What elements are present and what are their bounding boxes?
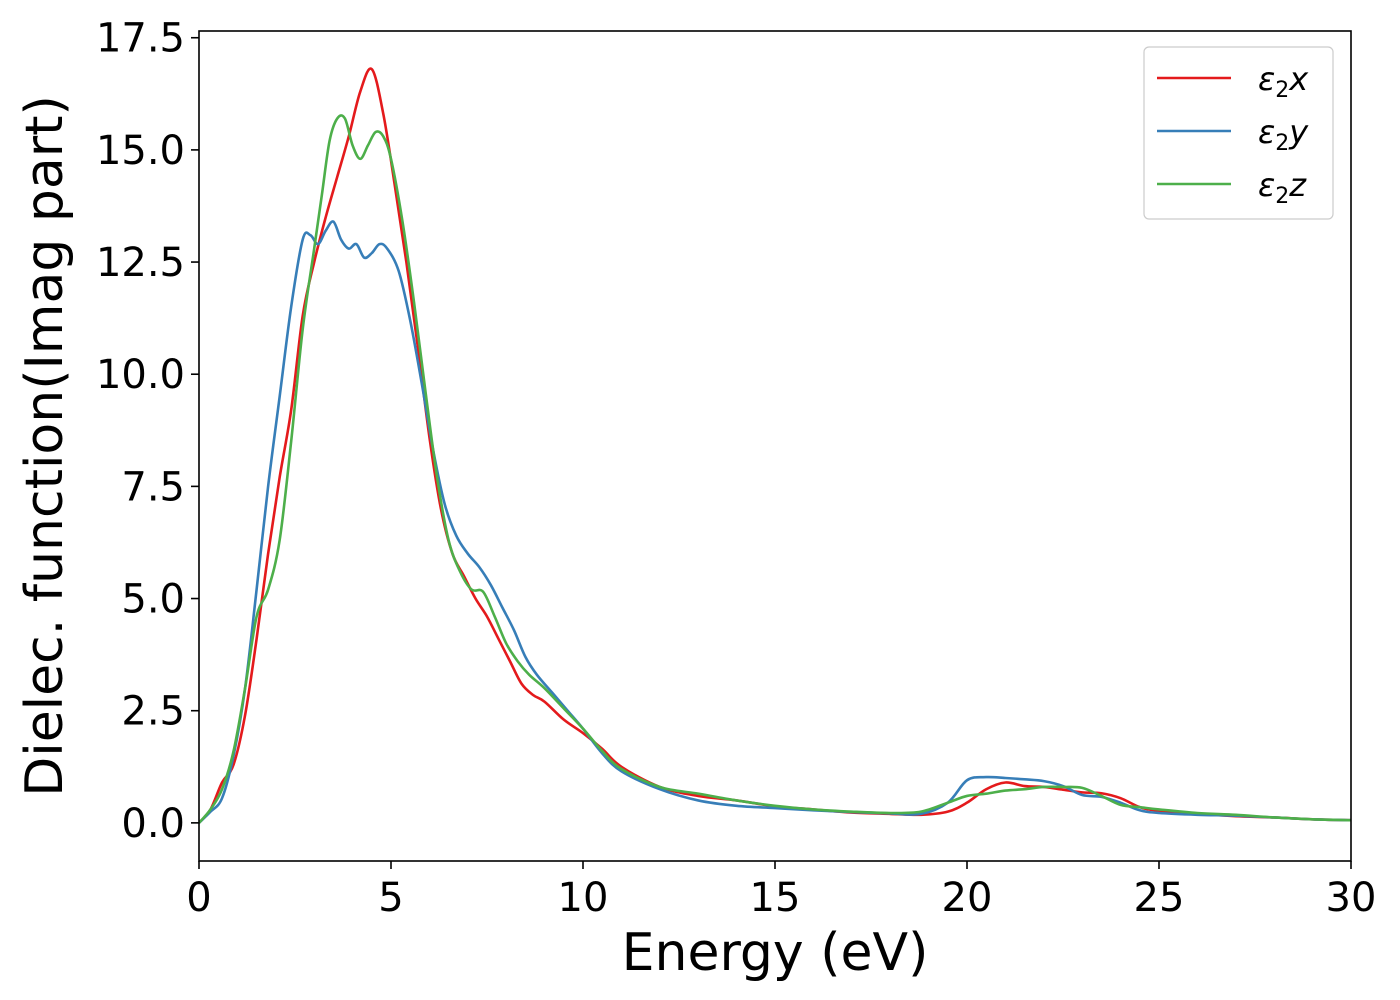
y-axis-ticks: 0.0 2.5 5.0 7.5 10.0 12.5 15.0 17.5 xyxy=(96,16,199,847)
y-tick-label: 12.5 xyxy=(96,240,185,286)
x-axis-ticks: 0 5 10 15 20 25 30 xyxy=(186,861,1376,921)
legend: ε2x ε2y ε2z xyxy=(1143,46,1334,220)
legend-label-z: ε2z xyxy=(1258,166,1307,209)
y-tick-label: 0.0 xyxy=(121,801,185,847)
x-tick-label: 15 xyxy=(750,875,801,921)
x-tick-label: 5 xyxy=(378,875,403,921)
y-tick-label: 7.5 xyxy=(121,464,185,510)
y-tick-label: 5.0 xyxy=(121,577,185,623)
y-tick-label: 10.0 xyxy=(96,352,185,398)
x-tick-label: 25 xyxy=(1134,875,1185,921)
series-layer xyxy=(199,67,1351,824)
x-tick-label: 20 xyxy=(942,875,993,921)
y-tick-label: 15.0 xyxy=(96,128,185,174)
x-tick-label: 30 xyxy=(1326,875,1377,921)
legend-label-x: ε2x xyxy=(1258,60,1309,103)
legend-box xyxy=(1143,46,1334,220)
series-line-z xyxy=(199,114,1351,824)
x-axis-label: Energy (eV) xyxy=(622,923,929,983)
y-tick-label: 2.5 xyxy=(121,689,185,735)
y-axis-label: Dielec. function(Imag part) xyxy=(15,95,75,797)
y-tick-label: 17.5 xyxy=(96,16,185,62)
x-tick-label: 0 xyxy=(186,875,211,921)
legend-label-y: ε2y xyxy=(1258,113,1309,156)
series-line-y xyxy=(199,220,1351,824)
x-tick-label: 10 xyxy=(558,875,609,921)
